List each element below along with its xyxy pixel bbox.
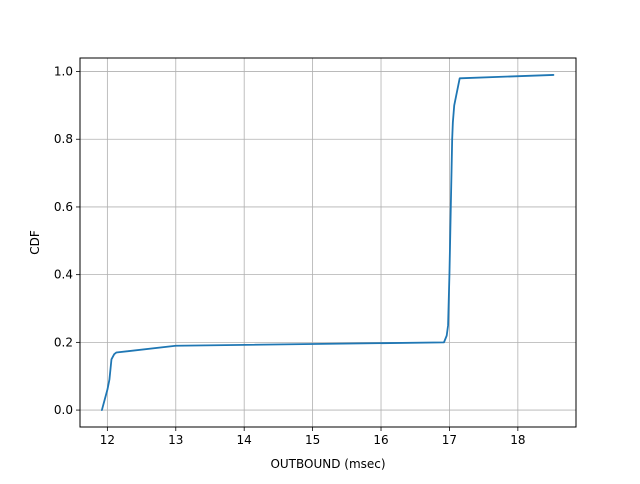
y-tick-label: 0.0 (54, 403, 73, 417)
x-axis: 12 13 14 15 16 17 18 (100, 427, 525, 447)
y-axis-label: CDF (28, 230, 42, 255)
x-tick-label: 12 (100, 433, 115, 447)
x-tick-label: 18 (510, 433, 525, 447)
axes-frame (79, 57, 577, 428)
y-tick-label: 1.0 (54, 65, 73, 79)
y-tick-label: 0.4 (54, 268, 73, 282)
x-tick-label: 15 (305, 433, 320, 447)
y-tick-label: 0.2 (54, 335, 73, 349)
x-tick-label: 14 (237, 433, 252, 447)
cdf-line (100, 74, 555, 411)
y-tick-label: 0.6 (54, 200, 73, 214)
y-tick-label: 0.8 (54, 132, 73, 146)
y-axis: 0.0 0.2 0.4 0.6 0.8 1.0 (54, 65, 80, 417)
series-layer (100, 74, 555, 411)
x-tick-label: 16 (373, 433, 388, 447)
x-tick-label: 13 (168, 433, 183, 447)
x-tick-label: 17 (442, 433, 457, 447)
x-axis-label: OUTBOUND (msec) (270, 457, 385, 471)
